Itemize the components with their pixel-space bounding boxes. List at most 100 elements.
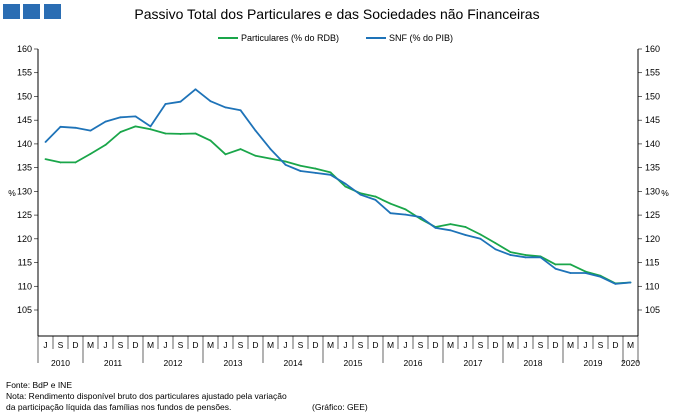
data-point-snf	[179, 100, 182, 103]
x-tick-label: M	[327, 340, 334, 350]
x-tick-label: M	[627, 340, 634, 350]
credit-text: (Gráfico: GEE)	[312, 402, 368, 412]
x-tick-label: J	[163, 340, 167, 350]
data-point-snf	[554, 267, 557, 270]
data-point-particulares	[194, 132, 197, 135]
x-tick-label: J	[103, 340, 107, 350]
data-point-snf	[629, 281, 632, 284]
data-point-particulares	[74, 161, 77, 164]
data-point-snf	[119, 116, 122, 119]
data-point-particulares	[584, 270, 587, 273]
y-tick-label-left: 150	[17, 91, 32, 101]
x-tick-label: J	[403, 340, 407, 350]
data-point-snf	[479, 237, 482, 240]
data-point-particulares	[149, 128, 152, 131]
data-point-snf	[89, 129, 92, 132]
data-point-snf	[584, 272, 587, 274]
data-point-particulares	[479, 233, 482, 236]
data-point-snf	[254, 129, 257, 132]
year-label: 2013	[224, 358, 243, 368]
data-point-snf	[389, 212, 392, 215]
year-label: 2012	[164, 358, 183, 368]
x-tick-label: S	[118, 340, 124, 350]
y-tick-label-left: 105	[17, 305, 32, 315]
y-tick-label-right: 110	[645, 281, 659, 291]
x-tick-label: D	[372, 340, 378, 350]
data-point-snf	[359, 193, 362, 196]
x-tick-label: D	[432, 340, 438, 350]
data-point-snf	[569, 272, 572, 274]
x-tick-label: M	[567, 340, 574, 350]
y-tick-label-left: 135	[17, 163, 32, 173]
data-point-snf	[494, 248, 497, 251]
data-point-particulares	[494, 242, 497, 244]
data-point-particulares	[329, 171, 332, 174]
data-point-particulares	[464, 226, 467, 228]
logo-square-3	[44, 4, 61, 19]
data-point-snf	[104, 120, 107, 123]
x-tick-label: J	[43, 340, 47, 350]
x-tick-label: S	[418, 340, 424, 350]
y-tick-label-left: 125	[17, 210, 32, 220]
data-point-particulares	[164, 132, 167, 135]
data-point-snf	[419, 216, 422, 218]
x-tick-label: M	[387, 340, 394, 350]
data-point-particulares	[344, 185, 347, 188]
data-point-particulares	[179, 133, 182, 135]
data-point-snf	[614, 283, 617, 285]
x-tick-label: J	[223, 340, 227, 350]
data-point-snf	[194, 88, 197, 91]
x-tick-label: J	[583, 340, 587, 350]
data-point-snf	[74, 126, 77, 129]
data-point-snf	[224, 106, 227, 109]
x-tick-label: S	[598, 340, 604, 350]
data-point-particulares	[374, 195, 377, 198]
data-point-snf	[374, 199, 377, 201]
data-point-snf	[164, 103, 167, 105]
logo-square-2	[23, 4, 40, 19]
year-label: 2014	[284, 358, 303, 368]
data-point-particulares	[404, 208, 407, 211]
data-point-snf	[269, 148, 272, 151]
data-point-snf	[134, 115, 137, 118]
data-point-snf	[44, 141, 47, 143]
x-tick-label: M	[447, 340, 454, 350]
data-point-particulares	[269, 157, 272, 160]
data-point-snf	[284, 163, 287, 166]
data-point-snf	[239, 109, 242, 112]
data-point-particulares	[134, 125, 137, 128]
data-point-snf	[539, 256, 542, 259]
data-point-snf	[209, 100, 212, 103]
x-tick-label: D	[192, 340, 198, 350]
data-point-particulares	[389, 202, 392, 205]
series-line-snf	[44, 88, 631, 285]
y-tick-label-left: 140	[17, 139, 32, 149]
logo	[3, 4, 61, 19]
x-tick-label: J	[343, 340, 347, 350]
y-tick-label-left: 160	[17, 44, 32, 54]
x-tick-label: D	[72, 340, 78, 350]
y-tick-label-left: 115	[18, 258, 32, 268]
data-point-particulares	[104, 143, 107, 146]
data-point-snf	[434, 227, 437, 229]
data-point-snf	[599, 275, 602, 278]
data-point-particulares	[554, 263, 557, 266]
y-tick-label-right: 105	[645, 305, 660, 315]
y-axis-title-right: %	[661, 188, 669, 198]
x-tick-label: M	[87, 340, 94, 350]
y-tick-label-left: 130	[17, 186, 32, 196]
x-tick-label: D	[612, 340, 618, 350]
y-tick-label-right: 150	[645, 91, 660, 101]
y-tick-label-right: 120	[645, 234, 660, 244]
data-point-particulares	[44, 158, 47, 160]
series-lines	[44, 88, 632, 285]
data-point-particulares	[314, 167, 317, 170]
data-point-particulares	[119, 131, 122, 133]
y-tick-label-right: 145	[645, 115, 660, 125]
x-tick-label: M	[207, 340, 214, 350]
data-point-particulares	[254, 154, 257, 157]
year-label: 2017	[464, 358, 483, 368]
y-tick-label-right: 125	[645, 210, 660, 220]
data-point-particulares	[569, 263, 572, 266]
